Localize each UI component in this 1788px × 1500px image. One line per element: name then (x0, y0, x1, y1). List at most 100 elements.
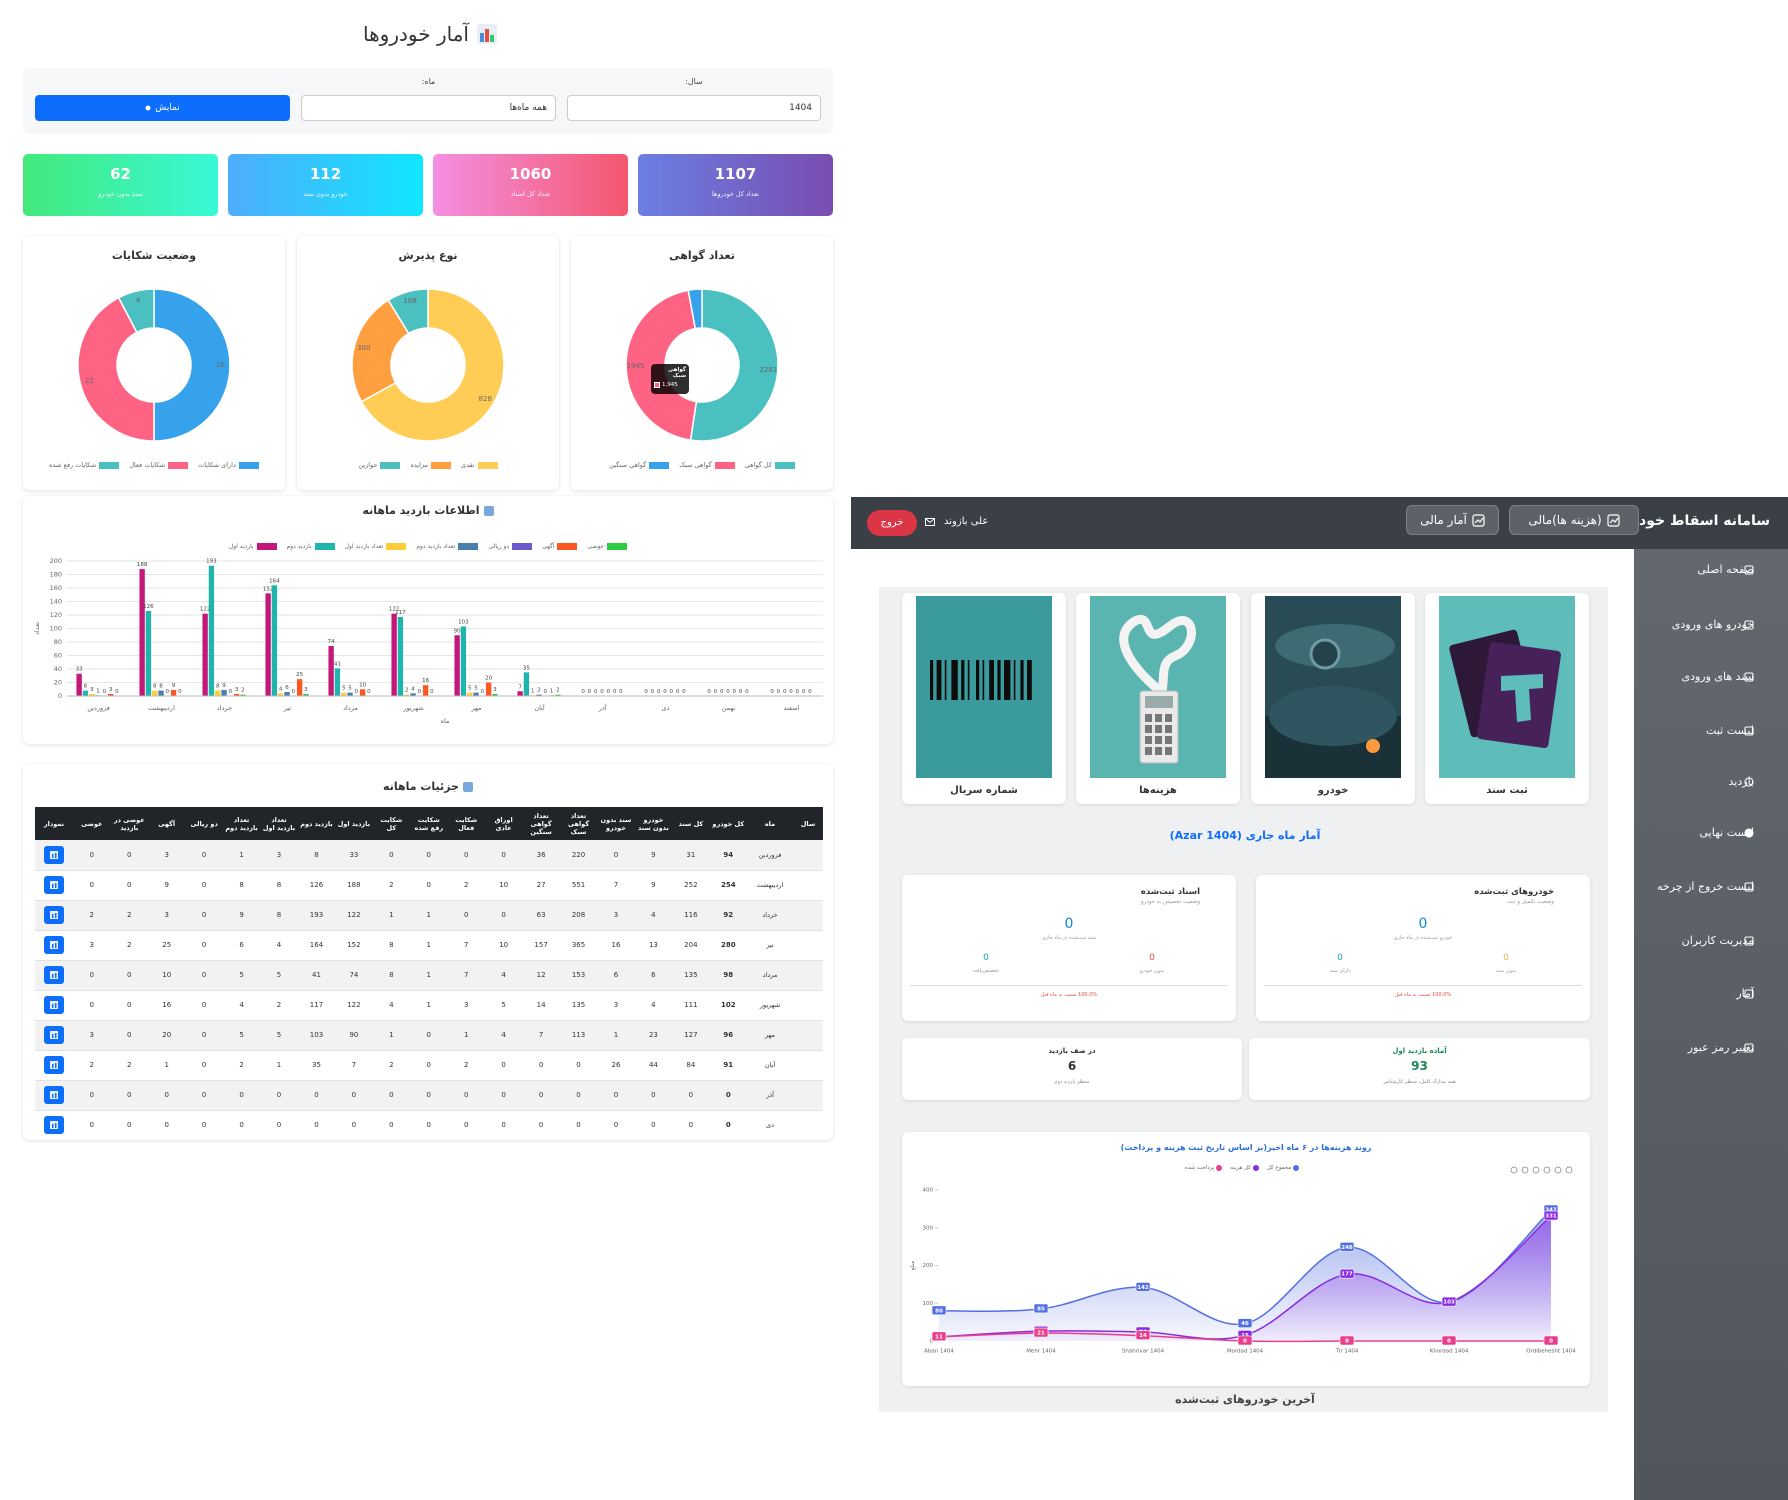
table-row: فروردین 94 31 9 0 220 36 0 0 0 0 33 8 3 1 0 3 0 0 (35, 840, 823, 870)
point-label-box (1237, 1335, 1253, 1346)
chart-icon (50, 1031, 58, 1039)
detail-value: 0 (1149, 953, 1155, 963)
value-cell: 0 (651, 1121, 656, 1129)
value-cell: 63 (536, 911, 546, 919)
sidebar-item[interactable]: لیست خروج از چرخه (1657, 880, 1754, 893)
tile-card[interactable]: هزینه‌ها (1076, 593, 1240, 804)
bar-label: 5 (348, 686, 352, 692)
chart-button[interactable] (44, 966, 64, 984)
legend-item: پرداخت شده (1185, 1165, 1223, 1171)
header-button[interactable]: (هزینه ها)مالی (1509, 505, 1639, 535)
icon (50, 1031, 58, 1039)
chart-button[interactable] (44, 1086, 64, 1104)
chart-button[interactable] (44, 996, 64, 1014)
value-cell: 2 (463, 1061, 469, 1069)
sidebar-item[interactable]: لیست ثبت (1706, 724, 1754, 737)
chart-button[interactable] (44, 936, 64, 954)
x-tick-label: دی (662, 704, 670, 712)
card-subtitle: وضعیت تکمیل و ثبت (1506, 899, 1554, 905)
value-cell: 1 (463, 1031, 469, 1039)
y-axis-label: تعداد (33, 622, 41, 635)
chart-cell (35, 870, 73, 900)
icon (52, 1094, 54, 1098)
value-cell: 0 (613, 850, 619, 859)
year-cell (793, 870, 823, 900)
filter-input[interactable]: 1404 (567, 95, 821, 121)
value-cell: 0 (314, 1121, 319, 1129)
chart-button[interactable] (44, 1116, 64, 1134)
bar (359, 689, 366, 696)
y-tick-label: 160 (50, 584, 62, 592)
card-title: خودروهای ثبت‌شده (1474, 887, 1554, 897)
tile-card[interactable]: ثبت سند (1425, 593, 1589, 804)
table-title-row: جزئیات ماهانه (23, 780, 833, 793)
show-button[interactable]: نمایش (35, 95, 290, 121)
logout-button[interactable]: خروج (867, 510, 917, 536)
filter-box: سال: ماه: 1404 همه ماه‌ها نمایش (23, 68, 833, 134)
bar-label: 0 (178, 689, 182, 695)
value-cell: 0 (127, 1121, 132, 1129)
bar-label: 0 (663, 689, 667, 695)
card-value: 1107 (714, 165, 757, 183)
value-cell: 1 (389, 1031, 394, 1039)
bar-label: 1 (550, 688, 554, 694)
x-tick-label: بهمن (722, 704, 736, 712)
detail-value: 0 (1503, 953, 1509, 963)
sidebar-item[interactable]: صفحه اصلی (1697, 563, 1754, 576)
art (930, 660, 934, 700)
sidebar-item[interactable]: خودرو های ورودی (1671, 618, 1754, 631)
legend-text: دو ریالی (488, 543, 510, 550)
value-cell: 0 (613, 1121, 619, 1129)
legend-swatch (238, 461, 259, 469)
chart-button[interactable] (44, 845, 64, 864)
sidebar-item[interactable]: لیست نهایی (1699, 826, 1755, 839)
chart-button[interactable] (44, 906, 64, 924)
icon (1744, 777, 1754, 787)
value-cell: 0 (239, 1091, 244, 1099)
bar-label: 10 (359, 682, 366, 688)
sidebar-item[interactable]: آمار (1736, 987, 1754, 1000)
sidebar-item[interactable]: بازدید (1728, 775, 1754, 788)
chart-icon (50, 1061, 58, 1069)
y-tick-label: 60 (54, 652, 62, 660)
month-cell: خرداد (762, 911, 778, 919)
value-cell: 23 (648, 1031, 658, 1039)
bar-label: 20 (485, 676, 492, 682)
bar-label: 25 (296, 672, 303, 678)
chart-button[interactable] (44, 876, 64, 894)
legend-text: کل گواهی (744, 461, 772, 469)
tile-card[interactable]: خودرو (1251, 593, 1415, 804)
value-cell: 113 (571, 1031, 586, 1039)
value-cell: 0 (613, 1091, 619, 1099)
bar-label: 0 (644, 689, 648, 695)
year-cell (793, 930, 823, 960)
tile-card[interactable]: شماره سریال (902, 593, 1066, 804)
filter-input[interactable]: همه ماه‌ها (301, 95, 556, 121)
chart-icon (50, 881, 58, 889)
art (976, 660, 980, 700)
legend-dot (1252, 1165, 1259, 1171)
x-tick-label: شهریور (402, 704, 423, 712)
value-cell: 44 (648, 1061, 658, 1069)
bar-label: 4 (411, 686, 415, 692)
y-tick-label: 0 (58, 692, 62, 700)
header-button[interactable]: آمار مالی (1406, 505, 1499, 535)
value-cell: 0 (89, 1001, 95, 1009)
filter-label: ماه: (421, 77, 436, 86)
point-label-box (1441, 1296, 1457, 1307)
bar-label: 8 (84, 684, 88, 690)
sidebar-item[interactable]: سند های ورودی (1681, 670, 1754, 683)
value-cell: 9 (239, 911, 244, 919)
sidebar-icon (1744, 989, 1754, 999)
chart-button[interactable] (44, 1056, 64, 1074)
bar-label: 0 (613, 689, 617, 695)
value-cell: 0 (538, 1121, 544, 1129)
icon (50, 911, 58, 919)
sidebar-item[interactable]: تغییر رمز عبور (1687, 1041, 1754, 1054)
card-label: سند بدون خودرو (98, 190, 143, 198)
value-cell: 3 (613, 1001, 619, 1009)
art (936, 660, 942, 700)
slice-label: 22 (85, 377, 94, 385)
sidebar-item[interactable]: مدیریت کاربران (1681, 934, 1754, 947)
chart-button[interactable] (44, 1026, 64, 1044)
